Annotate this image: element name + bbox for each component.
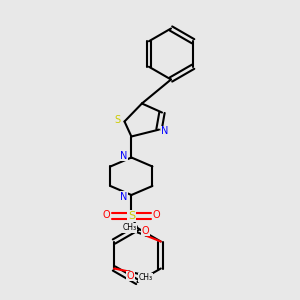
Text: O: O (142, 226, 150, 236)
Text: S: S (114, 115, 120, 125)
Text: O: O (152, 209, 160, 220)
Text: O: O (127, 271, 134, 281)
Text: N: N (120, 151, 128, 161)
Text: N: N (120, 191, 128, 202)
Text: S: S (128, 211, 135, 221)
Text: O: O (103, 209, 110, 220)
Text: N: N (161, 126, 169, 136)
Text: CH₃: CH₃ (139, 273, 153, 282)
Text: CH₃: CH₃ (122, 224, 136, 232)
